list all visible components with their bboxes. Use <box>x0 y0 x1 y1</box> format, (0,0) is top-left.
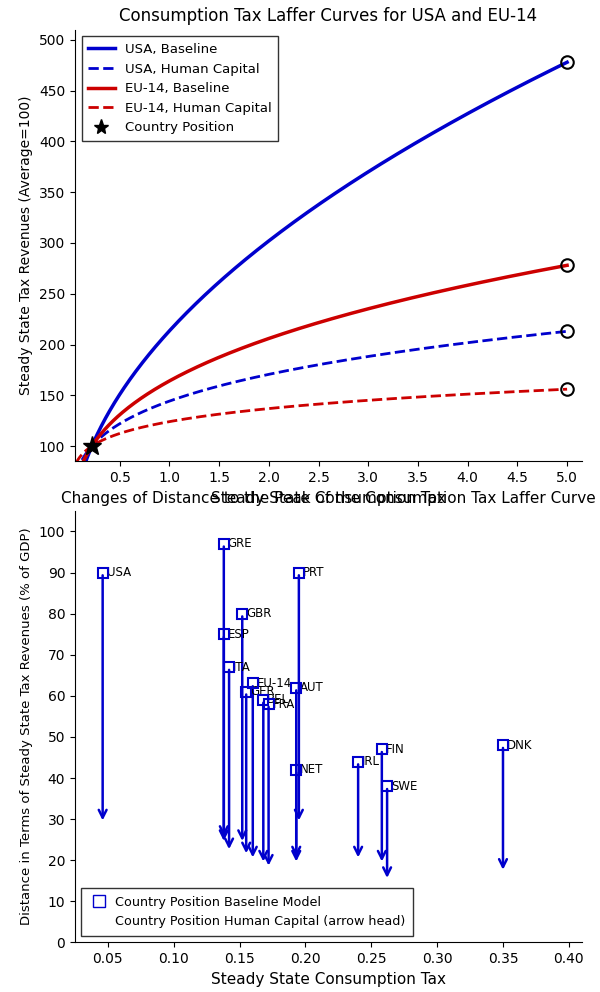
Text: PRT: PRT <box>303 566 325 579</box>
Text: FIN: FIN <box>386 743 404 756</box>
Text: ESP: ESP <box>228 628 250 641</box>
Text: AUT: AUT <box>300 682 324 694</box>
Text: EU-14: EU-14 <box>257 677 292 690</box>
Text: FRA: FRA <box>272 697 295 710</box>
Y-axis label: Distance in Terms of Steady State Tax Revenues (% of GDP): Distance in Terms of Steady State Tax Re… <box>20 528 34 926</box>
Text: GBR: GBR <box>246 607 272 620</box>
Text: DNK: DNK <box>507 739 532 752</box>
Text: ITA: ITA <box>233 661 251 674</box>
X-axis label: Steady State Consumption Tax: Steady State Consumption Tax <box>211 972 446 987</box>
Title: Consumption Tax Laffer Curves for USA and EU-14: Consumption Tax Laffer Curves for USA an… <box>119 7 538 26</box>
Text: NET: NET <box>300 763 323 777</box>
Text: SWE: SWE <box>391 780 418 793</box>
Title: Changes of Distance to the Peak of the Consumption Tax Laffer Curve: Changes of Distance to the Peak of the C… <box>61 491 596 506</box>
Legend: Country Position Baseline Model, Country Position Human Capital (arrow head): Country Position Baseline Model, Country… <box>82 888 413 936</box>
Text: GRE: GRE <box>228 538 253 551</box>
Text: BEL: BEL <box>267 693 289 706</box>
X-axis label: Steady State Consumption Tax: Steady State Consumption Tax <box>211 491 446 506</box>
Text: USA: USA <box>107 566 131 579</box>
Y-axis label: Steady State Tax Revenues (Average=100): Steady State Tax Revenues (Average=100) <box>19 96 34 395</box>
Text: IRL: IRL <box>362 755 380 768</box>
Legend: USA, Baseline, USA, Human Capital, EU-14, Baseline, EU-14, Human Capital, Countr: USA, Baseline, USA, Human Capital, EU-14… <box>82 37 278 141</box>
Text: GER: GER <box>250 685 275 698</box>
